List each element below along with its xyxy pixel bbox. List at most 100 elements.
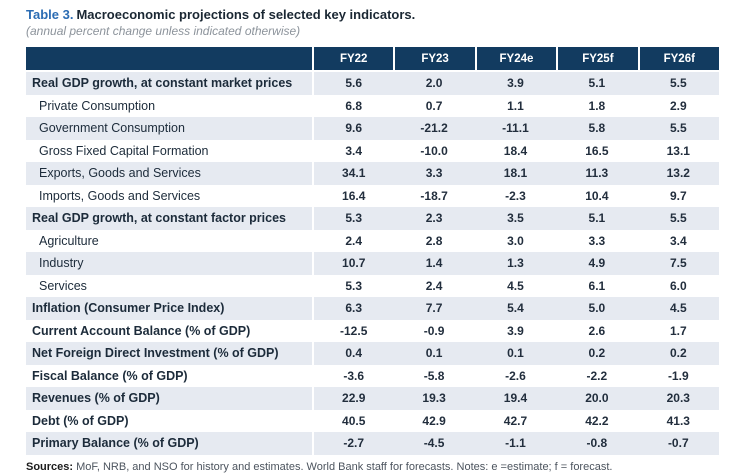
cell-value: 34.1 <box>312 162 393 185</box>
cell-value: 5.3 <box>312 207 393 230</box>
row-label: Primary Balance (% of GDP) <box>32 436 199 451</box>
cell-value: 2.9 <box>669 98 687 113</box>
cell-value: 13.2 <box>666 166 690 181</box>
cell-value: -3.6 <box>312 364 393 387</box>
cell-value: 1.1 <box>507 98 524 113</box>
year-column-header: FY25f <box>556 47 638 72</box>
cell-value: -12.5 <box>312 319 393 342</box>
cell-value: 16.5 <box>585 143 609 158</box>
indicator-column-header <box>26 47 312 72</box>
table-row: Industry 10.7 1.4 1.3 4.9 7.5 <box>26 252 719 275</box>
cell-value: 4.5 <box>507 278 524 293</box>
cell-value: 6.3 <box>312 297 393 320</box>
table-body: Real GDP growth, at constant market pric… <box>26 72 719 455</box>
row-label: Agriculture <box>39 233 99 248</box>
cell-value: 5.8 <box>588 121 606 136</box>
sources-note: Sources: MoF, NRB, and NSO for history an… <box>26 460 750 474</box>
cell-value: -4.5 <box>423 436 445 451</box>
cell-value: 3.5 <box>507 211 524 226</box>
cell-value: -21.2 <box>420 121 448 136</box>
row-label: Exports, Goods and Services <box>39 166 201 181</box>
cell-value: 42.7 <box>503 413 528 428</box>
cell-value: -1.9 <box>667 368 689 383</box>
table-row: Debt (% of GDP) 40.5 42.9 42.7 42.2 41.3 <box>26 409 719 432</box>
cell-value: -11.1 <box>502 121 529 136</box>
table-row: Fiscal Balance (% of GDP) -3.6 -5.8 -2.6 -2.… <box>26 364 719 387</box>
cell-value: 2.6 <box>588 323 606 338</box>
cell-value: 22.9 <box>312 387 393 410</box>
row-label: Services <box>39 278 87 293</box>
cell-value: 2.0 <box>425 76 443 91</box>
cell-value: 4.5 <box>669 301 687 316</box>
cell-value: 3.9 <box>507 323 524 338</box>
row-label: Government Consumption <box>39 121 185 136</box>
table-row: Net Foreign Direct Investment (% of GDP)… <box>26 342 719 365</box>
sources-label: Sources: <box>26 460 74 473</box>
cell-value: -2.7 <box>312 432 393 455</box>
cell-value: 0.2 <box>588 346 606 361</box>
macro-projections-table: FY22 FY23 FY24e FY25f FY26f Real GDP growth,… <box>26 47 719 455</box>
row-label: Real GDP growth, at constant factor pric… <box>32 211 286 226</box>
table-title-prefix: Table 3. <box>26 7 74 22</box>
row-label: Net Foreign Direct Investment (% of GDP) <box>32 346 279 361</box>
cell-value: 40.5 <box>312 409 393 432</box>
table-header: FY22 FY23 FY24e FY25f FY26f <box>26 47 719 72</box>
cell-value: -2.2 <box>586 368 608 383</box>
cell-value: 20.0 <box>585 391 609 406</box>
table-title-text: Macroeconomic projections of selected ke… <box>76 7 416 22</box>
row-label: Industry <box>39 256 84 271</box>
cell-value: 41.3 <box>666 413 690 428</box>
cell-value: 0.4 <box>312 342 393 365</box>
cell-value: 4.9 <box>588 256 606 271</box>
cell-value: 7.7 <box>425 301 443 316</box>
cell-value: 9.6 <box>312 117 393 140</box>
cell-value: 16.4 <box>312 184 393 207</box>
table-row: Primary Balance (% of GDP) -2.7 -4.5 -1.1 -0… <box>26 432 719 455</box>
cell-value: 5.1 <box>588 211 606 226</box>
row-label: Inflation (Consumer Price Index) <box>32 301 225 316</box>
cell-value: 3.3 <box>588 233 606 248</box>
cell-value: 5.5 <box>669 76 687 91</box>
row-label: Current Account Balance (% of GDP) <box>32 323 251 338</box>
cell-value: 3.0 <box>507 233 524 248</box>
cell-value: 18.4 <box>503 143 528 158</box>
table-row: Real GDP growth, at constant factor pric… <box>26 207 719 230</box>
row-label: Real GDP growth, at constant market pric… <box>32 76 293 91</box>
cell-value: 0.2 <box>669 346 687 361</box>
cell-value: 6.1 <box>588 278 606 293</box>
table-row: Revenues (% of GDP) 22.9 19.3 19.4 20.0 20.3 <box>26 387 719 410</box>
cell-value: 1.4 <box>425 256 443 271</box>
cell-value: 0.7 <box>425 98 443 113</box>
cell-value: 42.9 <box>422 413 446 428</box>
cell-value: 3.4 <box>669 233 687 248</box>
cell-value: 42.2 <box>585 413 609 428</box>
cell-value: 2.8 <box>425 233 443 248</box>
cell-value: -2.6 <box>505 368 526 383</box>
table-row: Real GDP growth, at constant market pric… <box>26 72 719 95</box>
cell-value: 2.3 <box>425 211 443 226</box>
cell-value: 13.1 <box>666 143 690 158</box>
cell-value: 19.3 <box>422 391 446 406</box>
cell-value: 6.8 <box>312 94 393 117</box>
cell-value: -1.1 <box>505 436 526 451</box>
year-column-header: FY22 <box>312 47 394 72</box>
cell-value: -18.7 <box>420 188 448 203</box>
table-row: Government Consumption 9.6 -21.2 -11.1 5.8 5.… <box>26 117 719 140</box>
table-row: Gross Fixed Capital Formation 3.4 -10.0 18.… <box>26 139 719 162</box>
row-label: Gross Fixed Capital Formation <box>39 143 209 158</box>
cell-value: -2.3 <box>505 188 526 203</box>
cell-value: 6.0 <box>669 278 687 293</box>
sources-text: MoF, NRB, and NSO for history and estima… <box>76 460 613 473</box>
year-column-header: FY26f <box>637 47 719 72</box>
cell-value: 1.3 <box>507 256 524 271</box>
table-title: Table 3. Macroeconomic projections of sel… <box>26 7 750 23</box>
table-row: Agriculture 2.4 2.8 3.0 3.3 3.4 <box>26 229 719 252</box>
row-label: Imports, Goods and Services <box>39 188 201 203</box>
cell-value: 3.9 <box>507 76 524 91</box>
cell-value: 9.7 <box>669 188 687 203</box>
cell-value: 10.7 <box>312 252 393 275</box>
cell-value: 5.6 <box>312 72 393 95</box>
cell-value: 5.5 <box>669 121 687 136</box>
cell-value: 2.4 <box>425 278 443 293</box>
cell-value: 20.3 <box>666 391 690 406</box>
